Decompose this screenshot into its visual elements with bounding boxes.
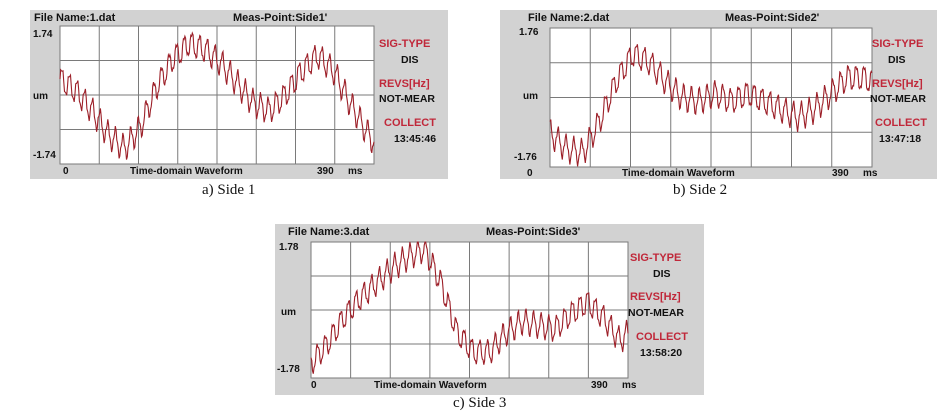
caption-side1: a) Side 1: [202, 182, 256, 198]
revs-value: NOT-MEAR: [379, 93, 435, 105]
meas-point-label: Meas-Point:Side3': [486, 226, 581, 238]
revs-value: NOT-MEAR: [870, 93, 926, 105]
waveform-panel-side1: File Name:1.dat Meas-Point:Side1' 1.74 u…: [30, 10, 448, 179]
y-unit-label: um: [33, 91, 48, 102]
x-end-label: 390: [591, 380, 608, 391]
y-min-label: -1.78: [277, 364, 300, 375]
x-unit-label: ms: [622, 380, 637, 391]
sig-type-label: SIG-TYPE: [630, 252, 681, 264]
x-axis-title: Time-domain Waveform: [374, 380, 487, 391]
revs-label: REVS[Hz]: [379, 78, 430, 90]
revs-label: REVS[Hz]: [872, 78, 923, 90]
collect-label: COLLECT: [384, 117, 436, 129]
waveform-series-line: [549, 44, 873, 167]
y-max-label: 1.76: [519, 27, 539, 38]
sig-type-label: SIG-TYPE: [872, 38, 923, 50]
chart-svg: File Name:2.dat Meas-Point:Side2' 1.76 u…: [514, 12, 927, 179]
waveform-series-line: [310, 241, 629, 374]
x-start-label: 0: [527, 168, 533, 179]
sig-type-value: DIS: [653, 268, 671, 280]
plot-frame: [549, 27, 873, 168]
plot-area: [310, 241, 629, 379]
plot-frame: [59, 25, 375, 165]
collect-label: COLLECT: [875, 117, 927, 129]
chart-svg: File Name:3.dat Meas-Point:Side3' 1.78 u…: [277, 226, 688, 391]
y-min-label: -1.74: [33, 150, 56, 161]
y-max-label: 1.78: [279, 242, 299, 253]
caption-side3: c) Side 3: [453, 395, 507, 411]
x-unit-label: ms: [348, 166, 363, 177]
sig-type-value: DIS: [401, 54, 419, 66]
collect-value: 13:45:46: [394, 133, 436, 145]
collect-label: COLLECT: [636, 331, 688, 343]
x-end-label: 390: [832, 168, 849, 179]
collect-value: 13:47:18: [879, 133, 921, 145]
file-name-label: File Name:2.dat: [528, 12, 610, 24]
y-unit-label: um: [523, 91, 538, 102]
plot-frame: [310, 241, 629, 379]
sig-type-label: SIG-TYPE: [379, 38, 430, 50]
caption-side2: b) Side 2: [673, 182, 728, 198]
y-unit-label: um: [281, 307, 296, 318]
x-axis-title: Time-domain Waveform: [622, 168, 735, 179]
sig-type-value: DIS: [888, 54, 906, 66]
file-name-label: File Name:1.dat: [34, 12, 116, 24]
revs-value: NOT-MEAR: [628, 307, 684, 319]
x-start-label: 0: [63, 166, 69, 177]
x-axis-title: Time-domain Waveform: [130, 166, 243, 177]
y-max-label: 1.74: [33, 29, 53, 40]
y-min-label: -1.76: [514, 152, 537, 163]
x-start-label: 0: [311, 380, 317, 391]
plot-area: [59, 25, 375, 165]
revs-label: REVS[Hz]: [630, 291, 681, 303]
waveform-panel-side2: File Name:2.dat Meas-Point:Side2' 1.76 u…: [500, 10, 937, 179]
plot-area: [549, 27, 873, 168]
x-end-label: 390: [317, 166, 334, 177]
x-unit-label: ms: [863, 168, 878, 179]
collect-value: 13:58:20: [640, 347, 682, 359]
chart-svg: File Name:1.dat Meas-Point:Side1' 1.74 u…: [33, 12, 436, 177]
meas-point-label: Meas-Point:Side2': [725, 12, 820, 24]
file-name-label: File Name:3.dat: [288, 226, 370, 238]
meas-point-label: Meas-Point:Side1': [233, 12, 328, 24]
waveform-series-line: [59, 31, 375, 160]
waveform-panel-side3: File Name:3.dat Meas-Point:Side3' 1.78 u…: [275, 224, 704, 395]
